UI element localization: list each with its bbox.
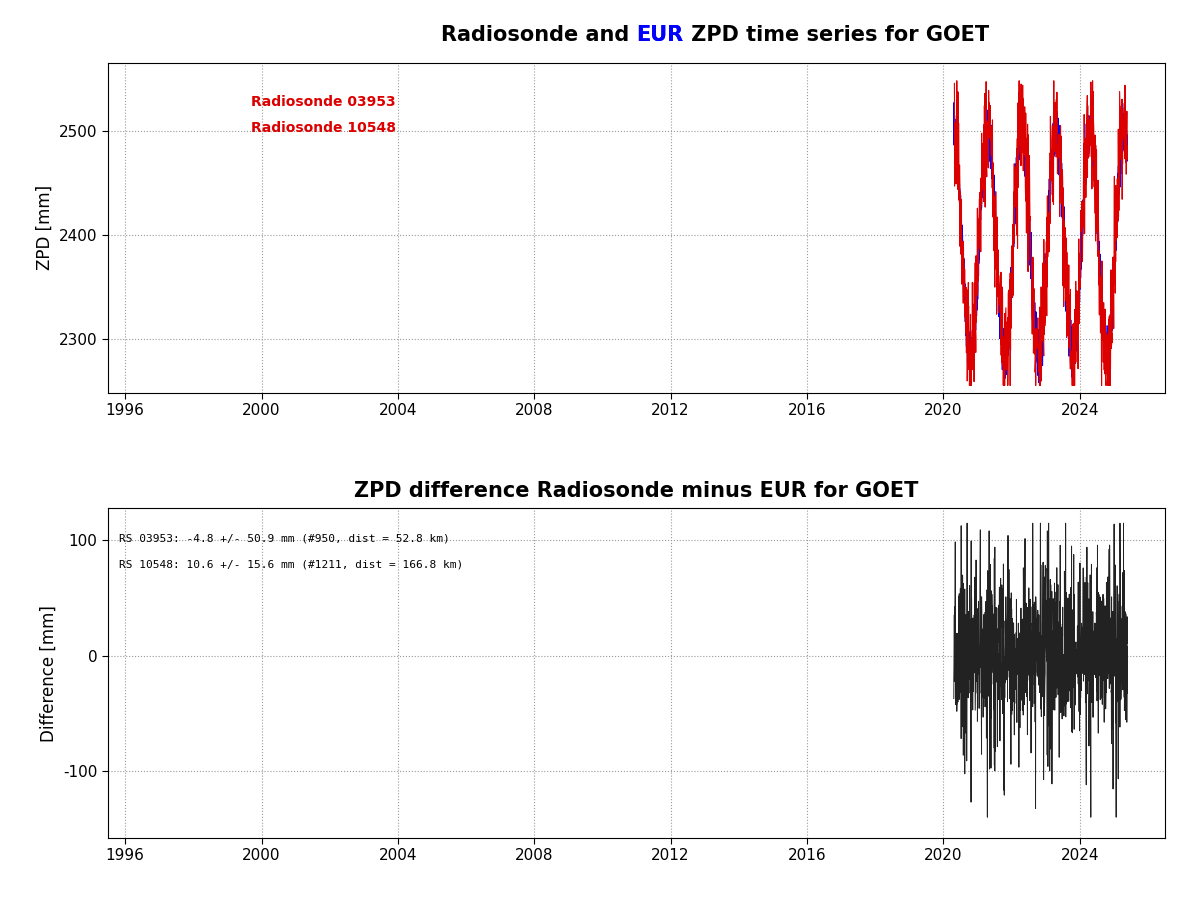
Text: EUR: EUR	[637, 25, 683, 45]
Title: ZPD difference Radiosonde minus EUR for GOET: ZPD difference Radiosonde minus EUR for …	[354, 481, 919, 501]
Text: RS 10548: 10.6 +/- 15.6 mm (#1211, dist = 166.8 km): RS 10548: 10.6 +/- 15.6 mm (#1211, dist …	[119, 560, 462, 569]
Text: Radiosonde 03953: Radiosonde 03953	[251, 95, 395, 109]
Text: Radiosonde 10548: Radiosonde 10548	[251, 122, 396, 135]
Y-axis label: Difference [mm]: Difference [mm]	[40, 605, 58, 742]
Text: ZPD time series for GOET: ZPD time series for GOET	[683, 25, 988, 45]
Text: RS 03953: -4.8 +/- 50.9 mm (#950, dist = 52.8 km): RS 03953: -4.8 +/- 50.9 mm (#950, dist =…	[119, 533, 449, 543]
Text: EUR: EUR	[637, 25, 683, 45]
Text: Radiosonde and: Radiosonde and	[441, 25, 637, 45]
Y-axis label: ZPD [mm]: ZPD [mm]	[36, 186, 54, 270]
